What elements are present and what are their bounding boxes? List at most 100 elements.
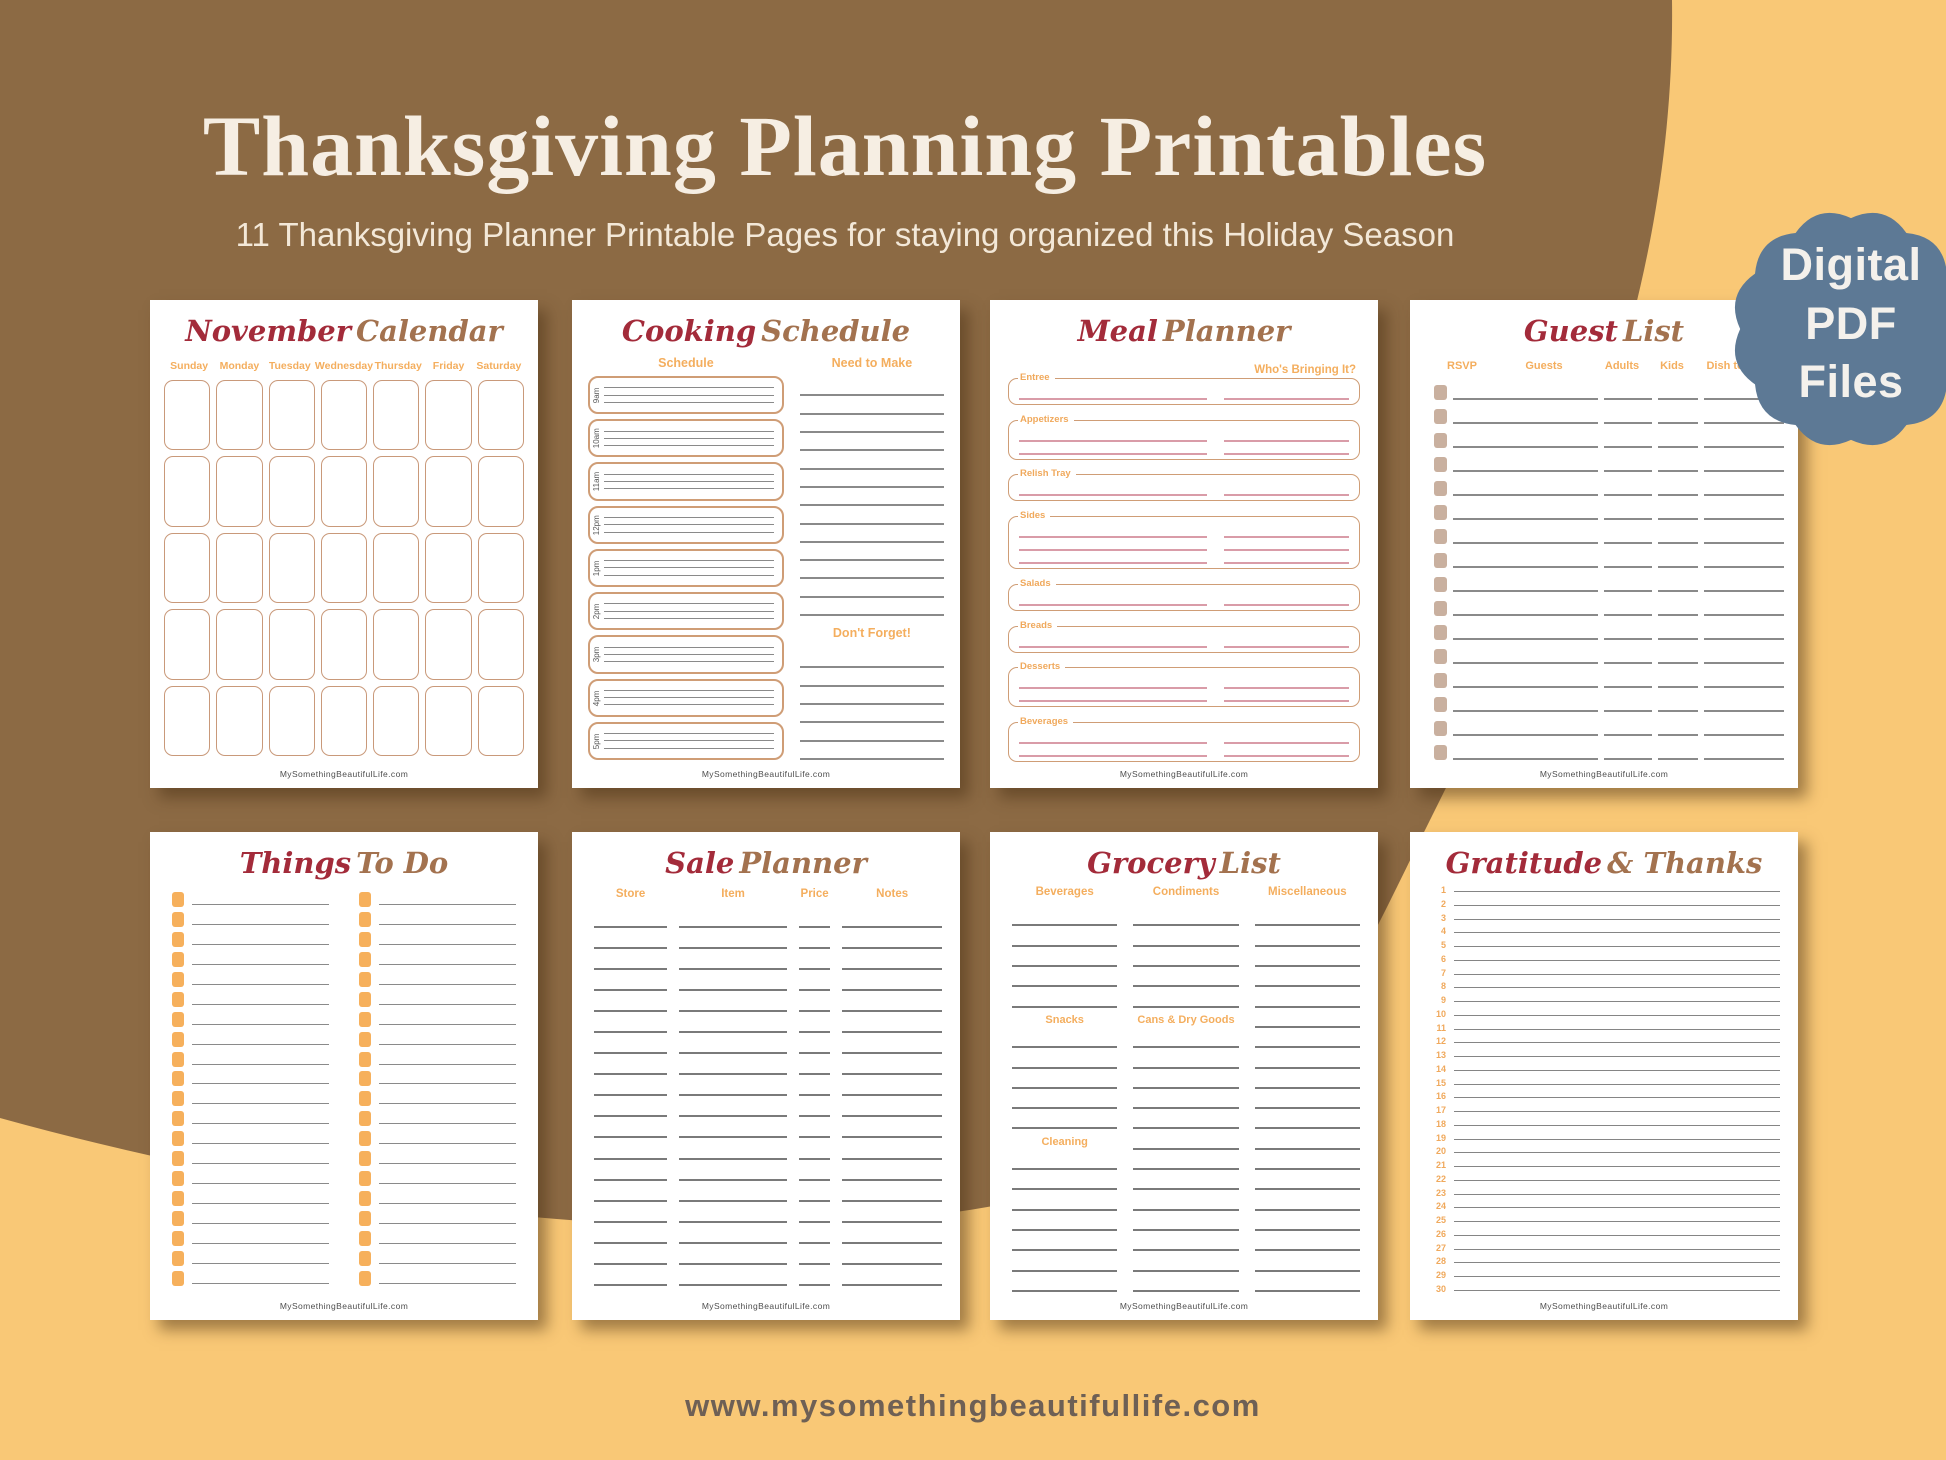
write-line xyxy=(1704,552,1784,568)
write-line xyxy=(799,723,944,742)
write-line xyxy=(1454,946,1780,947)
todo-item-row xyxy=(172,1091,329,1107)
write-line xyxy=(192,1242,329,1244)
badge-text: Digital PDF Files xyxy=(1718,196,1946,462)
gratitude-row-number: 25 xyxy=(1435,1215,1446,1225)
calendar-day-cell xyxy=(320,456,368,527)
write-line xyxy=(1604,432,1652,448)
write-line xyxy=(1133,947,1239,967)
write-line xyxy=(192,1282,329,1284)
gratitude-row: 23 xyxy=(1430,1188,1780,1198)
meal-sections: Entree Appetizers Relish Tray Sides Salads Br… xyxy=(1008,372,1360,762)
guest-column-header: Adults xyxy=(1604,360,1640,372)
gratitude-row-number: 11 xyxy=(1436,1022,1446,1033)
title-word-red: November xyxy=(185,314,352,348)
write-line xyxy=(679,1186,787,1202)
printable-footer: MySomethingBeautifulLife.com xyxy=(1119,769,1249,779)
todo-item-row xyxy=(359,991,516,1007)
write-line xyxy=(1658,480,1698,496)
grocery-column: Condiments Cans & Dry Goods xyxy=(1133,886,1239,1292)
calendar-day-cell xyxy=(425,609,472,680)
meal-row xyxy=(1019,551,1349,565)
calendar-day-cell xyxy=(320,685,368,756)
guest-row xyxy=(1434,528,1784,544)
write-line xyxy=(799,506,944,525)
gratitude-row: 15 xyxy=(1430,1077,1780,1088)
write-line xyxy=(1453,384,1598,400)
calendar-day-cell xyxy=(425,532,472,604)
write-line xyxy=(679,954,787,971)
calendar-day-cell xyxy=(373,380,420,451)
write-line xyxy=(1454,1221,1780,1222)
write-line xyxy=(1454,1166,1780,1167)
write-line xyxy=(604,747,774,749)
write-line xyxy=(1133,1069,1239,1089)
write-line xyxy=(1012,1150,1118,1171)
todo-item-row xyxy=(172,1011,329,1027)
write-line xyxy=(1704,504,1784,520)
calendar-page-title: November Calendar xyxy=(150,314,538,348)
calendar-day-cell xyxy=(164,456,211,527)
write-line xyxy=(1658,600,1698,616)
write-line xyxy=(379,1203,516,1205)
write-line xyxy=(798,1122,831,1139)
todo-checkbox xyxy=(359,1211,371,1226)
write-line xyxy=(799,705,944,724)
write-line xyxy=(679,1207,787,1223)
calendar-day-cell xyxy=(373,685,420,756)
write-line xyxy=(1012,1170,1118,1191)
write-line xyxy=(1658,408,1698,424)
todo-item-row xyxy=(359,1091,516,1107)
write-line xyxy=(192,923,329,925)
write-line xyxy=(679,1270,787,1286)
grocery-section-label: Cleaning xyxy=(1041,1135,1088,1148)
page-title: Thanksgiving Planning Printables xyxy=(202,98,1488,194)
todo-checkbox xyxy=(359,1011,371,1027)
title-word-brown: Planner xyxy=(739,846,867,880)
write-line xyxy=(1254,1211,1360,1231)
gratitude-row-number: 7 xyxy=(1440,967,1446,978)
write-line xyxy=(1133,1109,1239,1130)
schedule-time-slot: 5pm xyxy=(588,721,784,760)
gratitude-row-number: 15 xyxy=(1435,1077,1446,1088)
write-line xyxy=(1019,387,1208,400)
calendar-day-cell xyxy=(216,685,263,756)
calendar-day-cell xyxy=(164,685,211,756)
printable-footer: MySomethingBeautifulLife.com xyxy=(1539,1301,1669,1311)
write-line xyxy=(594,1059,668,1076)
todo-item-row xyxy=(172,1051,329,1067)
gratitude-row-number: 21 xyxy=(1435,1160,1446,1170)
calendar-day-label: Tuesday xyxy=(268,360,311,372)
write-line xyxy=(679,1101,787,1118)
write-line xyxy=(799,525,944,543)
write-line xyxy=(1704,528,1784,544)
write-line xyxy=(799,415,944,433)
calendar-day-cell xyxy=(477,456,524,527)
write-line xyxy=(594,1186,668,1202)
write-line xyxy=(842,1186,942,1202)
write-line xyxy=(1704,720,1784,736)
guest-row xyxy=(1434,720,1784,736)
todo-item-row xyxy=(359,1131,516,1147)
title-word-red: Things xyxy=(239,846,352,880)
title-word-red: Gratitude xyxy=(1445,846,1603,880)
write-line xyxy=(379,1163,516,1165)
gratitude-row-number: 14 xyxy=(1435,1063,1446,1074)
write-line xyxy=(1453,696,1598,712)
write-line xyxy=(192,1123,329,1125)
todo-item-row xyxy=(359,892,516,907)
title-word-brown: & Thanks xyxy=(1607,846,1763,880)
write-line xyxy=(1453,528,1598,544)
title-word-red: Cooking xyxy=(621,314,757,348)
write-line xyxy=(1454,932,1780,934)
schedule-time-slot: 12pm xyxy=(588,505,784,544)
meal-row xyxy=(1019,483,1349,497)
title-word-red: Meal xyxy=(1077,314,1158,348)
calendar-day-label: Saturday xyxy=(476,360,522,372)
write-line xyxy=(379,983,516,985)
grocery-columns: Beverages Snacks Cleaning Condiments Cans & … xyxy=(1012,886,1360,1292)
time-slot-lines xyxy=(604,424,774,452)
calendar-day-label: Thursday xyxy=(374,360,422,372)
todo-checkbox xyxy=(172,1151,184,1167)
meal-row xyxy=(1019,744,1349,757)
